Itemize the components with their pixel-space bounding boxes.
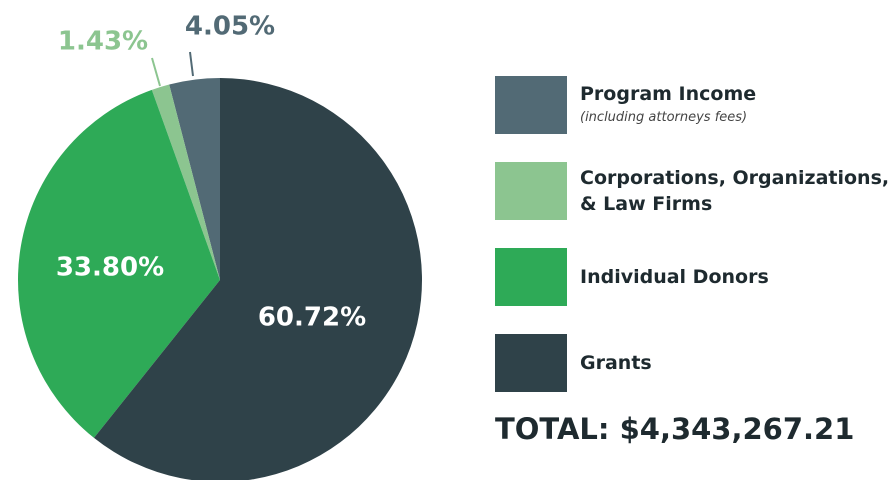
legend-text: Corporations, Organizations, & Law Firms (580, 167, 890, 215)
pie-slice (169, 78, 220, 280)
legend-label: Grants (580, 350, 892, 376)
pie-slice (93, 78, 422, 480)
legend-text: Individual Donors (580, 266, 769, 288)
legend-text: Program Income (580, 83, 757, 105)
legend-label: Corporations, Organizations, & Law Firms (580, 165, 892, 217)
legend-swatch (495, 334, 567, 392)
data-label: 60.72% (258, 303, 366, 333)
data-label: 4.05% (185, 12, 275, 42)
legend-swatch (495, 248, 567, 306)
leader-line (151, 57, 161, 87)
total: TOTAL: $4,343,267.21 (495, 412, 855, 446)
legend-label: Individual Donors (580, 264, 892, 290)
leader-line (189, 51, 194, 77)
legend-note: (including attorneys fees) (580, 110, 748, 125)
legend-swatch (495, 76, 567, 134)
pie-slice (18, 89, 221, 438)
pie-slice (151, 84, 220, 281)
legend-label: Program Income (including attorneys fees) (580, 81, 892, 129)
legend-text: Grants (580, 352, 652, 374)
data-label: 33.80% (56, 253, 164, 283)
data-label: 1.43% (58, 27, 148, 57)
legend-swatch (495, 162, 567, 220)
